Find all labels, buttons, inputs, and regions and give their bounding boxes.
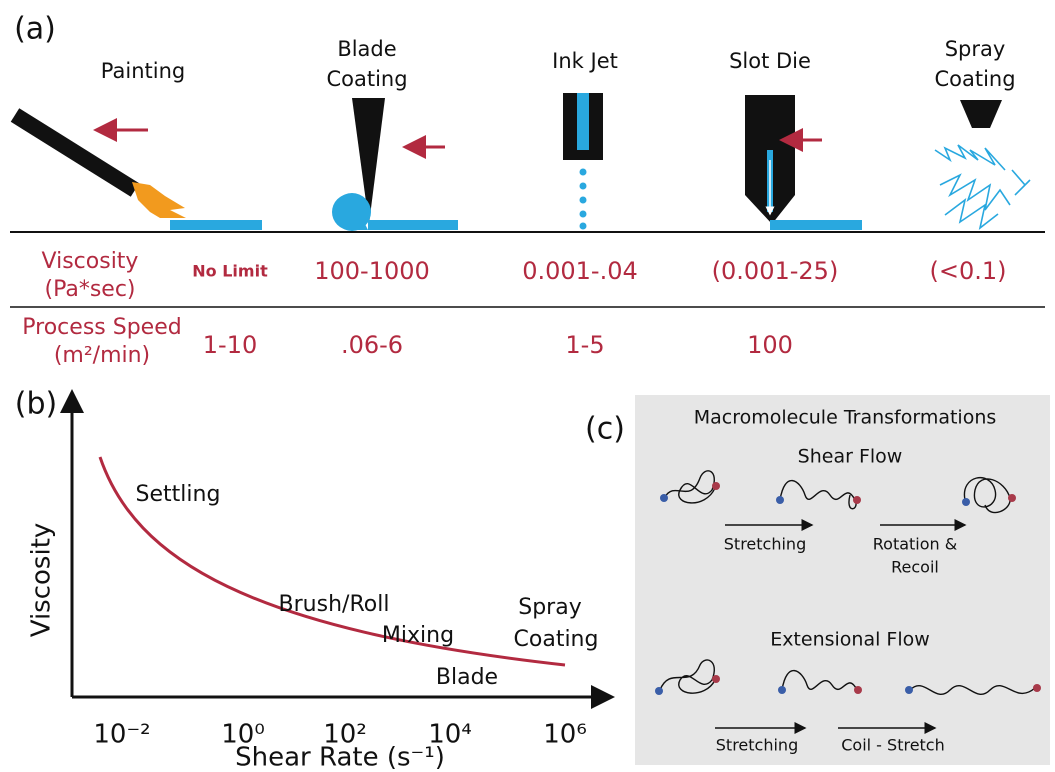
- y-axis-label: Viscosity: [27, 523, 57, 638]
- speed-value: 1-5: [565, 331, 604, 359]
- spray-icon-part: [935, 145, 1005, 170]
- method-label: Slot Die: [729, 49, 811, 73]
- row-label: Process Speed: [22, 315, 181, 340]
- row-label: (m²/min): [54, 343, 150, 368]
- inkjet-icon-part: [580, 169, 587, 176]
- method-label: Coating: [326, 67, 407, 91]
- viscosity-value: No Limit: [192, 262, 268, 281]
- panel-label: (a): [14, 12, 56, 47]
- polymer-chains-part: [778, 686, 786, 694]
- method-label: Coating: [934, 67, 1015, 91]
- inkjet-icon-part: [580, 211, 587, 218]
- step-label: Stretching: [716, 736, 798, 755]
- spray-icon: [935, 100, 1030, 228]
- panel-label: (b): [15, 387, 57, 422]
- method-label: Ink Jet: [552, 49, 618, 73]
- viscosity-value: 0.001-.04: [522, 257, 638, 285]
- speed-value: 1-10: [203, 331, 257, 359]
- polymer-chains-part: [853, 496, 861, 504]
- polymer-chains-part: [905, 686, 913, 694]
- region-label: Settling: [136, 482, 221, 507]
- viscosity-value: (<0.1): [929, 257, 1006, 285]
- polymer-chains-part: [655, 687, 663, 695]
- blade-icon-part: [333, 193, 371, 231]
- painting-icon: [15, 115, 262, 230]
- region-label: Brush/Roll: [279, 592, 390, 617]
- region-label: Mixing: [382, 623, 454, 648]
- polymer-chains-part: [712, 675, 720, 683]
- painting-icon-part: [15, 115, 135, 190]
- polymer-chains-part: [776, 496, 784, 504]
- method-label: Spray: [945, 37, 1006, 61]
- slot-die-icon: [745, 95, 862, 230]
- step-label: Rotation &: [873, 535, 957, 554]
- spray-icon-part: [960, 100, 1002, 128]
- panel-title: Macromolecule Transformations: [694, 407, 997, 429]
- step-label: Stretching: [724, 535, 806, 554]
- polymer-chains-part: [712, 482, 720, 490]
- inkjet-icon-part: [580, 183, 587, 190]
- inkjet-icon-part: [577, 93, 589, 150]
- viscosity-value: (0.001-25): [712, 257, 839, 285]
- polymer-chains-part: [660, 494, 668, 502]
- row-label: Viscosity: [42, 249, 139, 274]
- inkjet-icon-part: [580, 223, 587, 230]
- flow-title: Shear Flow: [798, 446, 903, 468]
- method-label: Blade: [337, 37, 396, 61]
- polymer-chains-part: [854, 686, 862, 694]
- region-label: Blade: [436, 665, 498, 690]
- slot-die-icon-part: [770, 220, 862, 230]
- polymer-chains-part: [1008, 494, 1016, 502]
- x-tick-label: 10⁻²: [93, 720, 150, 750]
- method-label: Painting: [101, 59, 185, 83]
- blade-icon-part: [368, 220, 458, 230]
- inkjet-icon-part: [580, 197, 587, 204]
- x-tick-label: 10⁶: [543, 720, 587, 750]
- region-label: Spray: [518, 595, 581, 620]
- step-label: Coil - Stretch: [841, 736, 945, 755]
- x-axis-label: Shear Rate (s⁻¹): [235, 743, 445, 772]
- painting-icon-part: [170, 220, 262, 230]
- panel-label: (c): [585, 412, 625, 447]
- row-label: (Pa*sec): [44, 277, 135, 302]
- speed-value: 100: [747, 331, 793, 359]
- inkjet-icon: [563, 93, 603, 230]
- flow-title: Extensional Flow: [770, 629, 930, 651]
- figure: (a) Painting Blade Coating Ink Jet Slot …: [0, 0, 1055, 772]
- speed-value: .06-6: [341, 331, 403, 359]
- painting-icon-part: [132, 182, 186, 218]
- polymer-chains-part: [1033, 684, 1041, 692]
- polymer-chains-part: [962, 498, 970, 506]
- region-label: Coating: [514, 627, 599, 652]
- blade-icon: [332, 98, 458, 231]
- viscosity-value: 100-1000: [314, 257, 430, 285]
- step-label: Recoil: [891, 558, 939, 577]
- spray-icon-part: [940, 175, 1010, 210]
